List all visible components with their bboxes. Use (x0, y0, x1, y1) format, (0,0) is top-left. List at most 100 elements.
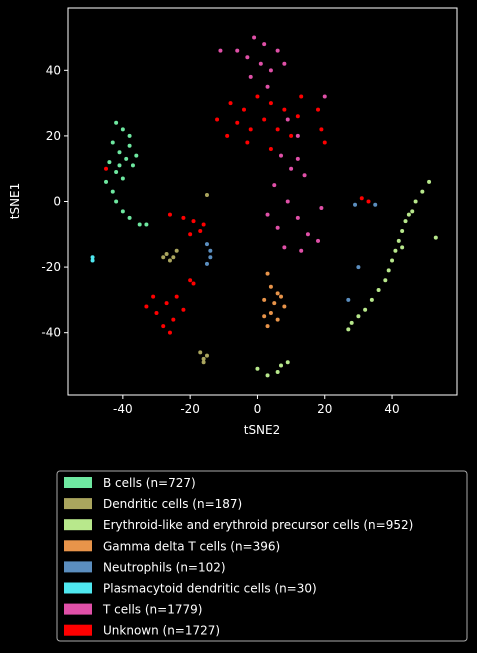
point (204, 242, 209, 247)
point (124, 156, 129, 161)
point (161, 255, 166, 260)
point (110, 140, 115, 145)
legend-swatch (64, 624, 92, 636)
point (265, 84, 270, 89)
point (167, 330, 172, 335)
point (188, 232, 193, 237)
point (258, 61, 263, 66)
point (275, 317, 280, 322)
point (204, 261, 209, 266)
point (305, 232, 310, 237)
point (316, 238, 321, 243)
point (272, 183, 277, 188)
x-tick-label: -20 (180, 402, 200, 416)
y-tick-label: -20 (41, 260, 61, 274)
point (376, 288, 381, 293)
point (295, 114, 300, 119)
point (248, 74, 253, 79)
point (134, 153, 139, 158)
point (268, 311, 273, 316)
legend-swatch (64, 498, 92, 510)
point (396, 238, 401, 243)
legend-label: Plasmacytoid dendritic cells (n=30) (103, 582, 317, 596)
point (275, 48, 280, 53)
legend-label: Unknown (n=1727) (103, 624, 220, 638)
point (120, 176, 125, 181)
point (110, 189, 115, 194)
point (393, 248, 398, 253)
point (225, 133, 230, 138)
x-tick-label: -40 (113, 402, 133, 416)
point (346, 297, 351, 302)
point (201, 356, 206, 361)
point (114, 120, 119, 125)
point (282, 61, 287, 66)
point (282, 304, 287, 309)
point (201, 360, 206, 365)
point (255, 366, 260, 371)
point (322, 140, 327, 145)
point (349, 320, 354, 325)
point (204, 353, 209, 358)
point (400, 229, 405, 234)
point (319, 127, 324, 132)
legend-swatch (64, 582, 92, 594)
point (191, 219, 196, 224)
point (268, 68, 273, 73)
point (104, 166, 109, 171)
point (275, 225, 280, 230)
point (174, 248, 179, 253)
point (218, 48, 223, 53)
point (191, 281, 196, 286)
point (295, 133, 300, 138)
point (127, 215, 132, 220)
point (255, 94, 260, 99)
point (322, 94, 327, 99)
x-tick-label: 40 (384, 402, 399, 416)
point (90, 258, 95, 263)
point (171, 317, 176, 322)
point (383, 278, 388, 283)
point (262, 314, 267, 319)
point (262, 297, 267, 302)
y-tick-label: -40 (41, 326, 61, 340)
point (208, 248, 213, 253)
y-tick-label: 40 (46, 63, 61, 77)
x-tick-label: 20 (317, 402, 332, 416)
legend-label: Neutrophils (n=102) (103, 560, 226, 574)
point (198, 350, 203, 355)
point (316, 107, 321, 112)
legend-label: Dendritic cells (n=187) (103, 497, 242, 511)
point (319, 206, 324, 211)
point (114, 169, 119, 174)
point (114, 199, 119, 204)
point (171, 255, 176, 260)
point (164, 301, 169, 306)
point (302, 173, 307, 178)
point (245, 140, 250, 145)
point (289, 166, 294, 171)
point (201, 222, 206, 227)
point (406, 212, 411, 217)
point (235, 120, 240, 125)
point (164, 251, 169, 256)
point (161, 324, 166, 329)
point (130, 163, 135, 168)
point (262, 117, 267, 122)
point (279, 363, 284, 368)
point (120, 127, 125, 132)
point (268, 147, 273, 152)
point (262, 42, 267, 47)
point (410, 209, 415, 214)
point (285, 360, 290, 365)
point (369, 297, 374, 302)
point (208, 255, 213, 260)
point (346, 327, 351, 332)
point (151, 294, 156, 299)
y-tick-label: 20 (46, 129, 61, 143)
point (275, 370, 280, 375)
point (117, 150, 122, 155)
point (282, 107, 287, 112)
point (289, 133, 294, 138)
